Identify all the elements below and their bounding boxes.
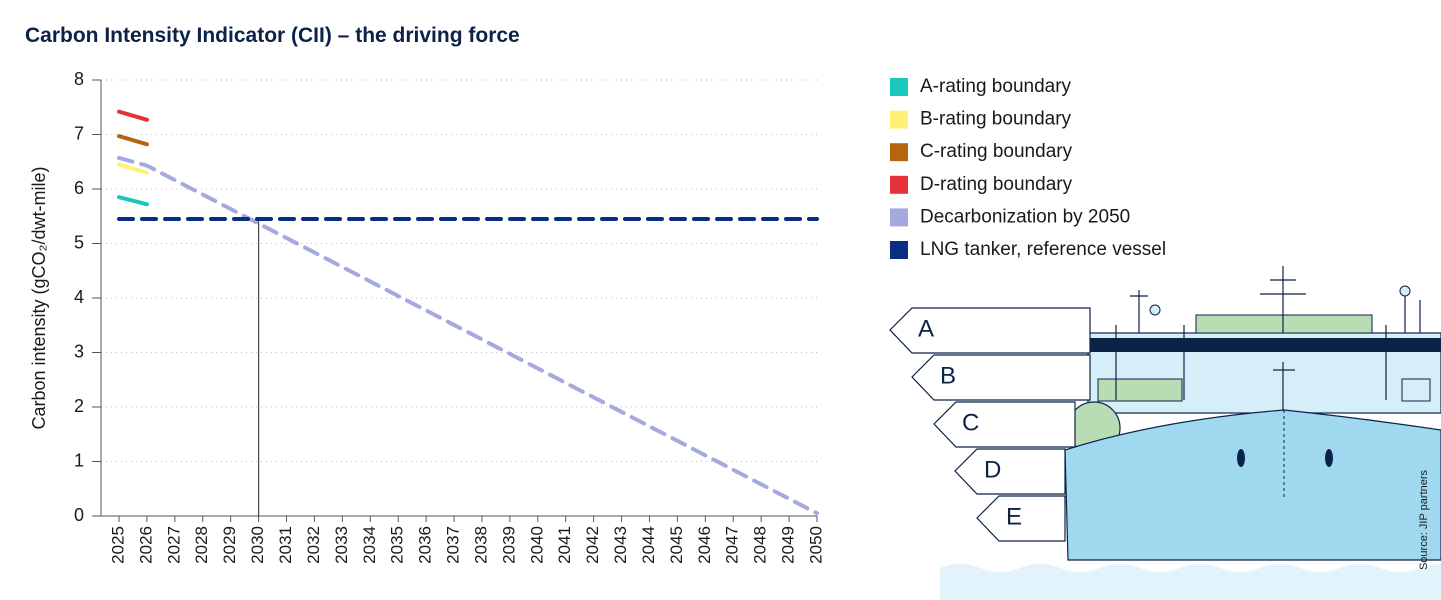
source-note: Source: JIP partners — [1418, 469, 1430, 570]
y-tick-label: 5 — [74, 232, 84, 252]
x-tick-label: 2030 — [248, 526, 267, 564]
x-tick-label: 2043 — [611, 526, 630, 564]
y-tick-label: 1 — [74, 450, 84, 470]
y-tick-label: 7 — [74, 123, 84, 143]
x-tick-label: 2042 — [583, 526, 602, 564]
legend-label: Decarbonization by 2050 — [920, 206, 1130, 227]
x-tick-label: 2027 — [164, 526, 183, 564]
rating-label: C — [962, 409, 979, 436]
y-tick-label: 8 — [74, 69, 84, 89]
x-tick-label: 2048 — [751, 526, 770, 564]
series-line — [117, 109, 149, 122]
legend-label: C-rating boundary — [920, 141, 1073, 162]
x-tick-label: 2026 — [136, 526, 155, 564]
x-tick-label: 2039 — [499, 526, 518, 564]
x-tick-label: 2049 — [779, 526, 798, 564]
y-tick-label: 3 — [74, 341, 84, 361]
x-tick-label: 2033 — [332, 526, 351, 564]
x-tick-label: 2038 — [471, 526, 490, 564]
x-tick-label: 2046 — [695, 526, 714, 564]
y-tick-label: 4 — [74, 287, 84, 307]
x-tick-label: 2041 — [555, 526, 574, 564]
x-tick-label: 2036 — [416, 526, 435, 564]
x-tick-label: 2031 — [276, 526, 295, 564]
series-line — [117, 195, 149, 207]
series-line — [117, 134, 149, 147]
x-tick-label: 2047 — [723, 526, 742, 564]
legend-label: LNG tanker, reference vessel — [920, 239, 1166, 260]
legend-swatch — [890, 208, 908, 227]
x-tick-label: 2037 — [444, 526, 463, 564]
legend-label: D-rating boundary — [920, 174, 1073, 195]
chart-title: Carbon Intensity Indicator (CII) – the d… — [25, 24, 520, 47]
x-tick-label: 2025 — [108, 526, 127, 564]
ship-illustration — [889, 266, 1441, 600]
rating-label: A — [918, 315, 934, 342]
legend-label: B-rating boundary — [920, 109, 1072, 130]
legend-label: A-rating boundary — [920, 76, 1072, 97]
y-tick-label: 6 — [74, 178, 84, 198]
x-tick-label: 2029 — [220, 526, 239, 564]
rating-label: D — [984, 456, 1001, 483]
legend-swatch — [890, 143, 908, 162]
legend-swatch — [890, 175, 908, 194]
x-tick-label: 2032 — [304, 526, 323, 564]
rating-label: B — [940, 362, 956, 389]
y-axis-label: Carbon intensity (gCO₂/dwt-mile) — [29, 166, 49, 429]
series-line — [117, 162, 149, 175]
rating-label: E — [1006, 503, 1022, 530]
y-tick-label: 2 — [74, 396, 84, 416]
series-line — [117, 155, 819, 516]
legend-swatch — [890, 78, 908, 96]
y-tick-label: 0 — [74, 505, 84, 525]
x-tick-label: 2028 — [192, 526, 211, 564]
x-tick-label: 2044 — [639, 526, 658, 564]
x-tick-label: 2050 — [806, 526, 825, 564]
legend-swatch — [890, 110, 908, 129]
x-tick-label: 2045 — [667, 526, 686, 564]
x-tick-label: 2035 — [388, 526, 407, 564]
legend-swatch — [890, 241, 908, 259]
x-tick-label: 2040 — [527, 526, 546, 564]
x-tick-label: 2034 — [360, 526, 379, 564]
